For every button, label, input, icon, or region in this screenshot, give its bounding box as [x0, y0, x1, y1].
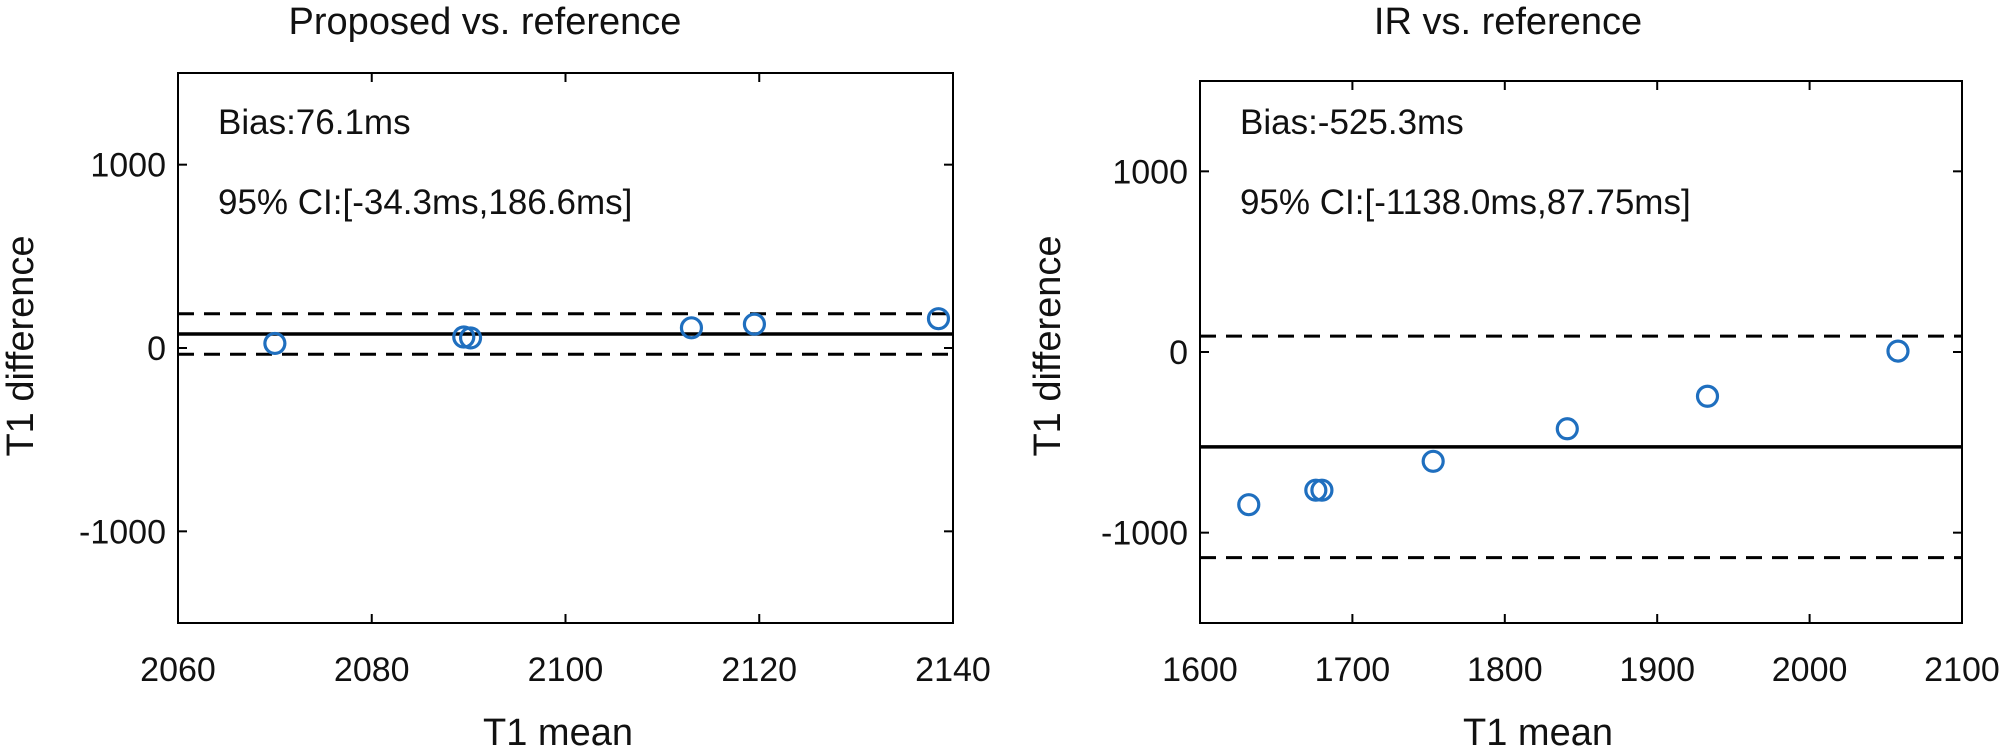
ci-annotation: 95% CI:[-1138.0ms,87.75ms]	[1240, 183, 1691, 222]
x-tick-label: 1900	[1619, 651, 1695, 689]
x-tick-label: 2100	[528, 651, 604, 689]
data-point	[1886, 339, 1910, 363]
x-tick-label: 2080	[334, 651, 410, 689]
x-axis-label: T1 mean	[483, 712, 633, 750]
axes-box	[177, 72, 954, 624]
y-axis-label: T1 difference	[0, 235, 42, 456]
data-point	[458, 326, 483, 350]
y-tick-label: -1000	[79, 513, 166, 551]
chart-proposed-vs-reference: Proposed vs. reference 2060 2080 2100 2120 2…	[0, 1, 991, 750]
axes-box	[1199, 80, 1963, 624]
data-point	[1237, 493, 1261, 517]
chart-title: Proposed vs. reference	[289, 1, 682, 43]
y-tick-label: 0	[147, 330, 166, 368]
data-point	[1555, 417, 1579, 441]
data-point	[742, 312, 767, 336]
bias-annotation: Bias:76.1ms	[218, 103, 411, 142]
x-tick-label: 1600	[1162, 651, 1238, 689]
data-point	[1421, 449, 1445, 473]
data-point	[926, 307, 951, 331]
ci-annotation: 95% CI:[-34.3ms,186.6ms]	[218, 183, 632, 222]
data-point	[1310, 478, 1334, 502]
data-point	[1304, 478, 1328, 502]
chart-ir-vs-reference: IR vs. reference 1600 1700 1800 1900 2000 210…	[1027, 1, 2000, 750]
data-point	[679, 316, 704, 340]
y-axis-label: T1 difference	[1027, 235, 1069, 456]
data-point	[263, 331, 287, 356]
x-tick-label: 1800	[1467, 651, 1543, 689]
x-tick-label: 2060	[140, 651, 216, 689]
x-axis-label: T1 mean	[1463, 712, 1613, 750]
chart-title: IR vs. reference	[1374, 1, 1642, 43]
y-tick-label: -1000	[1101, 515, 1188, 553]
bias-annotation: Bias:-525.3ms	[1240, 103, 1464, 142]
x-tick-label: 2120	[721, 651, 797, 689]
plot-area: 2060 2080 2100 2120 2140 -1000 0 1000	[79, 72, 991, 689]
x-tick-label: 2140	[915, 651, 991, 689]
x-tick-label: 1700	[1315, 651, 1391, 689]
data-point	[1695, 384, 1720, 408]
x-tick-label: 2100	[1924, 651, 2000, 689]
y-tick-label: 1000	[90, 147, 166, 185]
x-tick-label: 2000	[1772, 651, 1848, 689]
y-tick-label: 1000	[1112, 153, 1188, 191]
plot-area: 1600 1700 1800 1900 2000 2100 -1000 0 1000	[1101, 80, 2000, 689]
y-tick-label: 0	[1169, 334, 1188, 372]
